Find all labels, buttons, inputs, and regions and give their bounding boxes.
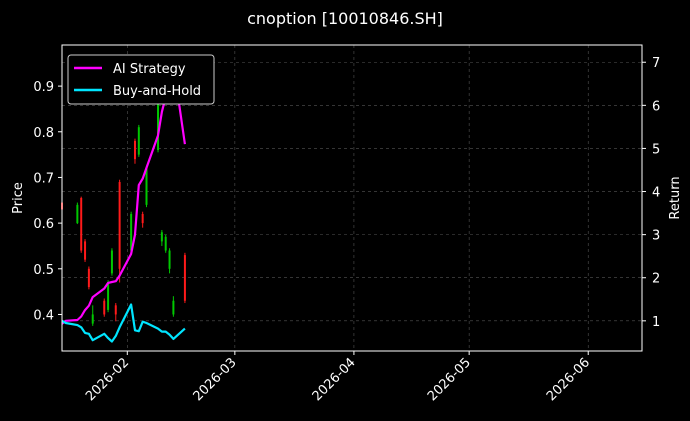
candle-body-15 (145, 168, 148, 205)
candle-body-4 (87, 268, 90, 288)
y-tick-label-1: 0.5 (33, 263, 54, 278)
x-tick-label-2: 2026-04 (310, 355, 359, 404)
x-tick-label-4: 2026-06 (544, 355, 593, 404)
candle-body-13 (137, 127, 140, 155)
candle-body-1 (76, 204, 79, 224)
candle-body-5 (91, 314, 94, 324)
y2-tick-label-1: 2 (652, 272, 660, 287)
y-tick-label-4: 0.8 (33, 126, 54, 141)
y2-tick-label-0: 1 (652, 315, 660, 330)
x-tick-label-1: 2026-03 (191, 355, 240, 404)
y-axis-right: 1 2 3 4 5 6 7 (642, 56, 660, 330)
candle-body-12 (133, 140, 136, 160)
candle-body-20 (172, 300, 175, 315)
y-axis-label: Price (11, 182, 26, 214)
y-tick-label-3: 0.7 (33, 171, 54, 186)
legend-label-buy-and-hold: Buy-and-Hold (113, 84, 201, 99)
series-line-ai-strategy (61, 63, 186, 325)
candle-body-7 (107, 282, 110, 310)
x-axis: 2026-02 2026-03 2026-04 2026-05 2026-06 (83, 351, 593, 404)
legend-label-ai-strategy: AI Strategy (113, 62, 186, 77)
x-tick-label-0: 2026-02 (83, 355, 132, 404)
candle-body-14 (141, 213, 144, 224)
candle-body-10 (118, 182, 121, 269)
y-axis-left: 0.4 0.5 0.6 0.7 0.8 0.9 (33, 80, 62, 323)
candle-body-16 (157, 76, 160, 151)
candle-body-3 (84, 241, 87, 260)
plot-frame (61, 44, 643, 352)
chart-title: cnoption [10010846.SH] (247, 9, 443, 28)
y2-tick-label-3: 4 (652, 186, 660, 201)
candle-body-18 (164, 236, 167, 251)
candle-body-17 (160, 232, 163, 242)
y2-tick-label-4: 5 (652, 142, 660, 157)
y2-tick-label-2: 3 (652, 229, 660, 244)
legend: AI Strategy Buy-and-Hold (67, 54, 215, 105)
y2-tick-label-5: 6 (652, 99, 660, 114)
y-tick-label-2: 0.6 (33, 217, 54, 232)
candlesticks (61, 72, 186, 326)
y2-axis-label: Return (668, 176, 683, 219)
legend-box (67, 54, 215, 105)
series-lines (61, 63, 186, 343)
candle-body-2 (80, 198, 83, 251)
candle-body-6 (103, 300, 106, 315)
candle-body-9 (114, 305, 117, 315)
candle-body-8 (110, 250, 113, 274)
candle-body-11 (130, 213, 133, 251)
y2-tick-label-6: 7 (652, 56, 660, 71)
series-line-buy-and-hold (61, 303, 186, 343)
candle-body-19 (168, 250, 171, 269)
y-tick-label-5: 0.9 (33, 80, 54, 95)
y-tick-label-0: 0.4 (33, 308, 54, 323)
candle-body-21 (183, 255, 186, 301)
x-tick-label-3: 2026-05 (425, 355, 474, 404)
